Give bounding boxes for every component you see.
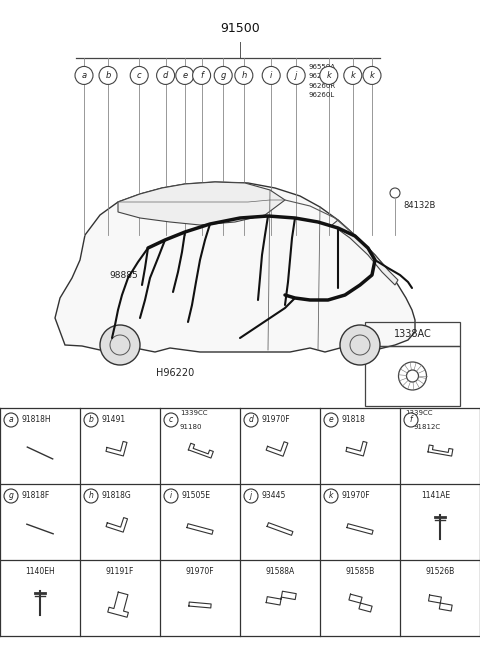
Text: k: k xyxy=(350,71,355,80)
Text: j: j xyxy=(295,71,297,80)
Text: 91970F: 91970F xyxy=(186,567,214,577)
Circle shape xyxy=(75,66,93,85)
Text: 91505E: 91505E xyxy=(181,491,210,501)
Text: 96260R: 96260R xyxy=(308,83,336,89)
Text: a: a xyxy=(9,415,13,424)
Text: e: e xyxy=(329,415,334,424)
Text: b: b xyxy=(105,71,111,80)
Text: 91588A: 91588A xyxy=(265,567,295,577)
Text: 91818G: 91818G xyxy=(101,491,131,501)
Text: e: e xyxy=(182,71,187,80)
Circle shape xyxy=(324,413,338,427)
Bar xyxy=(365,322,460,346)
Text: 1339CC: 1339CC xyxy=(405,410,432,416)
Circle shape xyxy=(244,413,258,427)
Circle shape xyxy=(235,66,253,85)
Text: 91526B: 91526B xyxy=(425,567,455,577)
Text: g: g xyxy=(220,71,226,80)
Text: f: f xyxy=(200,71,203,80)
Text: c: c xyxy=(169,415,173,424)
Circle shape xyxy=(404,413,418,427)
Circle shape xyxy=(156,66,175,85)
Text: h: h xyxy=(89,491,94,501)
Text: f: f xyxy=(410,415,412,424)
Text: i: i xyxy=(170,491,172,501)
Text: 91970F: 91970F xyxy=(261,415,289,424)
Text: 93445: 93445 xyxy=(261,491,286,501)
Circle shape xyxy=(320,66,338,85)
Circle shape xyxy=(262,66,280,85)
Text: 96260L: 96260L xyxy=(308,92,335,98)
Text: 1141AE: 1141AE xyxy=(421,491,450,501)
Text: d: d xyxy=(249,415,253,424)
Text: g: g xyxy=(9,491,13,501)
Text: 91180: 91180 xyxy=(180,424,203,430)
Text: 91191F: 91191F xyxy=(106,567,134,577)
Circle shape xyxy=(244,489,258,503)
Text: 91812C: 91812C xyxy=(414,424,441,430)
Text: d: d xyxy=(163,71,168,80)
Circle shape xyxy=(84,413,98,427)
Text: 91970F: 91970F xyxy=(341,491,370,501)
Text: 91818: 91818 xyxy=(341,415,365,424)
Circle shape xyxy=(99,66,117,85)
Circle shape xyxy=(130,66,148,85)
Circle shape xyxy=(340,325,380,365)
Circle shape xyxy=(4,489,18,503)
Text: i: i xyxy=(270,71,272,80)
Text: H96220: H96220 xyxy=(156,368,194,378)
Circle shape xyxy=(287,66,305,85)
Polygon shape xyxy=(332,220,398,285)
Circle shape xyxy=(324,489,338,503)
Text: 1339CC: 1339CC xyxy=(180,410,207,416)
Text: 91500: 91500 xyxy=(220,22,260,35)
Text: 1338AC: 1338AC xyxy=(394,329,432,339)
Text: c: c xyxy=(137,71,142,80)
Text: 91491: 91491 xyxy=(101,415,125,424)
Text: 91585B: 91585B xyxy=(346,567,374,577)
Text: 91818H: 91818H xyxy=(21,415,50,424)
Circle shape xyxy=(164,489,178,503)
Text: j: j xyxy=(250,491,252,501)
Circle shape xyxy=(176,66,194,85)
Text: 91818F: 91818F xyxy=(21,491,49,501)
Circle shape xyxy=(100,325,140,365)
Text: k: k xyxy=(329,491,333,501)
Circle shape xyxy=(344,66,362,85)
Text: 1140EH: 1140EH xyxy=(25,567,55,577)
Circle shape xyxy=(164,413,178,427)
Text: a: a xyxy=(82,71,86,80)
Text: 84132B: 84132B xyxy=(403,201,435,209)
Text: k: k xyxy=(370,71,374,80)
Polygon shape xyxy=(118,182,285,225)
Text: 96550A: 96550A xyxy=(308,64,335,70)
Text: 98885: 98885 xyxy=(109,272,138,281)
Circle shape xyxy=(4,413,18,427)
Circle shape xyxy=(363,66,381,85)
Circle shape xyxy=(84,489,98,503)
Text: h: h xyxy=(241,71,246,80)
Bar xyxy=(365,346,460,406)
Circle shape xyxy=(192,66,211,85)
Text: 96260H: 96260H xyxy=(308,73,336,79)
Text: b: b xyxy=(89,415,94,424)
Circle shape xyxy=(214,66,232,85)
Polygon shape xyxy=(55,182,415,352)
Text: k: k xyxy=(326,71,331,80)
